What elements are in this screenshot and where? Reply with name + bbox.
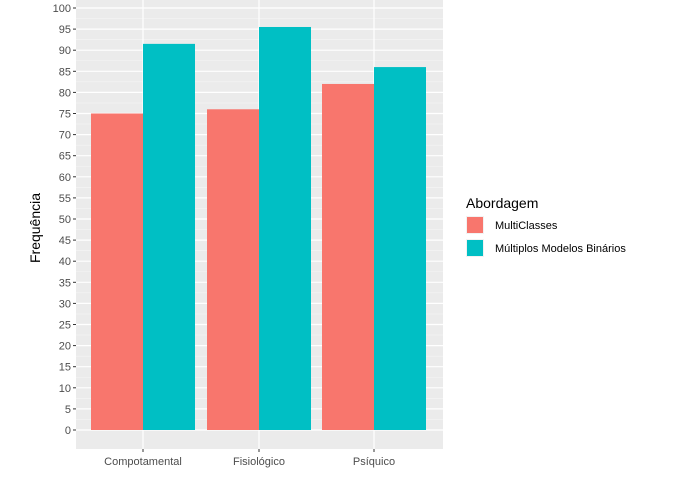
legend-swatch [467, 240, 483, 256]
y-tick-label: 5 [65, 404, 71, 416]
y-axis-title: Frequência [27, 193, 43, 263]
bar [207, 109, 259, 430]
y-tick-label: 25 [59, 320, 71, 332]
bar [259, 26, 311, 431]
y-tick-label: 85 [59, 66, 71, 78]
y-axis: 0 5 10 15 20 25 30 35 40 45 50 55 60 65 70 75 80 85 90 95 10… [53, 3, 76, 437]
y-tick-label: 80 [59, 87, 71, 99]
bar [322, 83, 374, 431]
y-tick-label: 60 [59, 172, 71, 184]
bar [91, 113, 143, 430]
y-tick-label: 40 [59, 256, 71, 268]
legend: Abordagem MultiClasses Múltiplos Modelos … [466, 195, 626, 257]
y-tick-label: 10 [59, 383, 71, 395]
y-tick-label: 75 [59, 109, 71, 121]
legend-label: Múltiplos Modelos Binários [495, 243, 626, 255]
y-tick-label: 95 [59, 24, 71, 36]
y-tick-label: 0 [65, 425, 71, 437]
y-tick-label: 90 [59, 45, 71, 57]
y-tick-label: 70 [59, 130, 71, 142]
x-axis: Compotamental Fisiológico Psíquico [104, 449, 395, 468]
legend-label: MultiClasses [495, 220, 558, 232]
bars [91, 26, 426, 431]
bar [143, 43, 195, 431]
y-tick-label: 50 [59, 214, 71, 226]
x-tick-label: Psíquico [353, 456, 395, 468]
y-tick-label: 45 [59, 235, 71, 247]
legend-items: MultiClasses Múltiplos Modelos Binários [466, 216, 626, 257]
y-tick-label: 65 [59, 151, 71, 163]
y-tick-label: 100 [53, 3, 71, 15]
y-tick-label: 15 [59, 362, 71, 374]
x-tick-label: Compotamental [104, 456, 182, 468]
y-tick-label: 35 [59, 277, 71, 289]
y-tick-label: 30 [59, 298, 71, 310]
bar [374, 67, 426, 430]
x-tick-label: Fisiológico [233, 456, 285, 468]
y-tick-label: 20 [59, 341, 71, 353]
legend-title: Abordagem [466, 195, 538, 211]
legend-swatch [467, 217, 483, 233]
y-tick-label: 55 [59, 193, 71, 205]
